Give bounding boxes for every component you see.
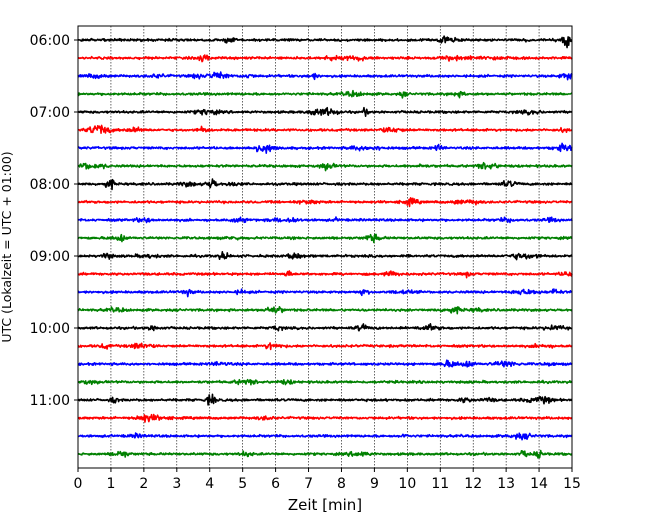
- x-axis-label: Zeit [min]: [288, 496, 362, 514]
- x-axis-ticks: 0 1 2 3 4 5 6 7 8 9 10 11 12 13 14 15: [74, 468, 581, 492]
- trace-1100: [77, 393, 573, 406]
- x-tick-label: 2: [139, 476, 148, 492]
- trace-1115: [77, 413, 573, 423]
- trace-1030: [77, 359, 573, 368]
- trace-0600: [77, 35, 573, 49]
- trace-0645: [77, 89, 573, 99]
- trace-0700: [77, 106, 573, 118]
- x-tick-label: 7: [304, 476, 313, 492]
- trace-0830: [77, 216, 573, 224]
- x-tick-label: 3: [172, 476, 181, 492]
- x-tick-label: 13: [497, 476, 515, 492]
- y-tick-label: 10:00: [30, 321, 70, 337]
- y-tick-label: 07:00: [30, 105, 70, 121]
- plot-frame: [77, 25, 573, 469]
- trace-0900: [77, 251, 573, 261]
- y-tick-label: 11:00: [30, 393, 70, 409]
- y-axis-label: UTC (Lokalzeit = UTC + 01:00): [0, 151, 14, 342]
- x-tick-label: 14: [530, 476, 548, 492]
- trace-0800: [77, 178, 573, 191]
- x-tick-label: 9: [370, 476, 379, 492]
- x-tick-label: 10: [398, 476, 416, 492]
- x-tick-label: 8: [337, 476, 346, 492]
- trace-0845: [77, 233, 573, 244]
- x-tick-label: 5: [238, 476, 247, 492]
- trace-1045: [77, 378, 573, 386]
- trace-1015: [77, 342, 573, 351]
- x-tick-label: 0: [74, 476, 83, 492]
- trace-rows: [77, 35, 573, 459]
- x-tick-label: 12: [464, 476, 482, 492]
- trace-0730: [77, 142, 573, 154]
- trace-0630: [77, 71, 573, 81]
- x-tick-label: 1: [106, 476, 115, 492]
- trace-1130: [77, 432, 573, 441]
- trace-0615: [77, 54, 573, 63]
- x-tick-label: 4: [205, 476, 214, 492]
- trace-1000: [77, 322, 573, 332]
- trace-1145: [77, 449, 573, 459]
- x-tick-label: 6: [271, 476, 280, 492]
- y-tick-label: 08:00: [30, 177, 70, 193]
- x-tick-label: 15: [563, 476, 581, 492]
- trace-0715: [77, 124, 573, 134]
- trace-0945: [77, 305, 573, 315]
- x-tick-label: 11: [431, 476, 449, 492]
- trace-0815: [77, 197, 573, 208]
- trace-0930: [77, 288, 573, 298]
- trace-0745: [77, 161, 573, 172]
- y-axis-ticks: 06:00 07:00 08:00 09:00 10:00 11:00: [30, 33, 78, 409]
- y-tick-label: 09:00: [30, 249, 70, 265]
- y-tick-label: 06:00: [30, 33, 70, 49]
- trace-0915: [77, 270, 573, 279]
- x-gridlines: [110, 26, 540, 468]
